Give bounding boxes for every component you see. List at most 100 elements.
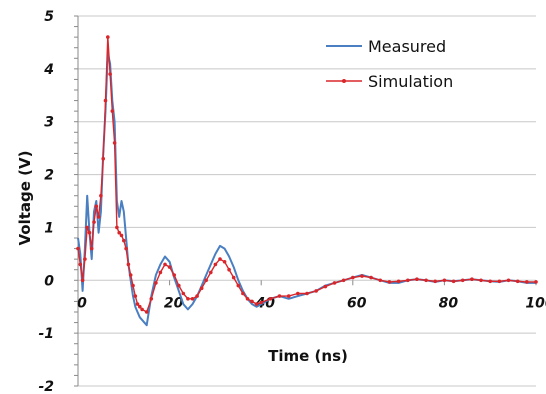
y-tick-label: 3 [44, 115, 54, 131]
data-point-simulation [167, 265, 172, 269]
data-point-simulation [213, 262, 218, 267]
data-point-simulation [177, 283, 181, 288]
data-point-simulation [80, 278, 85, 283]
data-point-simulation [218, 257, 222, 261]
y-tick-label: 1 [44, 220, 54, 236]
data-point-simulation [314, 289, 319, 293]
data-point-simulation [101, 156, 105, 161]
data-point-simulation [360, 274, 364, 278]
data-point-simulation [433, 279, 438, 284]
data-point-simulation [158, 270, 163, 275]
legend: Measured Simulation [326, 37, 453, 91]
data-point-simulation [133, 294, 138, 298]
data-point-simulation [525, 280, 529, 284]
data-point-simulation [236, 283, 241, 288]
data-point-simulation [209, 270, 213, 275]
data-point-simulation [488, 279, 493, 284]
x-tick-label: 0 [77, 295, 87, 311]
data-point-simulation [126, 262, 131, 267]
data-point-simulation [250, 299, 254, 304]
data-point-simulation [231, 275, 236, 280]
data-point-simulation [222, 260, 227, 264]
data-point-simulation [245, 297, 250, 301]
data-point-simulation [172, 273, 176, 277]
data-point-simulation [424, 278, 428, 283]
data-point-simulation [451, 279, 456, 284]
data-point-simulation [76, 246, 80, 251]
data-point-simulation [115, 225, 119, 230]
data-point-simulation [323, 284, 328, 289]
y-tick-label: 0 [44, 273, 54, 289]
data-point-simulation [94, 204, 99, 209]
data-point-simulation [277, 294, 282, 298]
legend-label-measured: Measured [368, 37, 446, 56]
data-point-simulation [85, 225, 89, 230]
data-point-simulation [135, 302, 140, 306]
data-point-simulation [186, 297, 190, 301]
data-point-simulation [259, 300, 264, 305]
x-tick-label: 20 [164, 295, 184, 311]
data-point-simulation [112, 141, 117, 145]
data-point-simulation [415, 277, 419, 282]
x-axis-title: Time (ns) [268, 347, 348, 365]
data-point-simulation [154, 281, 158, 285]
data-point-simulation [181, 291, 186, 296]
data-point-simulation [332, 281, 337, 285]
data-point-simulation [83, 257, 87, 261]
data-point-simulation [305, 291, 309, 296]
legend-label-simulation: Simulation [368, 72, 453, 91]
data-point-simulation [506, 278, 511, 283]
data-point-simulation [241, 291, 245, 296]
data-point-simulation [470, 277, 474, 282]
data-point-simulation [99, 193, 103, 198]
data-point-simulation [119, 233, 124, 238]
data-point-simulation [227, 267, 231, 272]
data-point-simulation [378, 278, 383, 283]
y-tick-label: -2 [38, 379, 54, 394]
data-point-simulation [341, 278, 346, 283]
data-point-simulation [296, 291, 300, 296]
y-axis-title: Voltage (V) [16, 151, 34, 246]
data-point-simulation [140, 307, 144, 312]
data-point-simulation [369, 275, 373, 280]
data-point-simulation [106, 35, 110, 39]
data-point-simulation [195, 294, 199, 298]
data-point-simulation [92, 220, 96, 224]
data-point-simulation [387, 280, 392, 284]
data-point-simulation [497, 279, 502, 284]
data-point-simulation [149, 297, 154, 301]
data-point-simulation [117, 230, 121, 235]
data-point-simulation [534, 280, 538, 284]
data-point-simulation [78, 262, 83, 267]
y-tick-label: 5 [44, 9, 54, 25]
data-point-simulation [479, 278, 483, 283]
y-tick-label: -1 [38, 326, 54, 342]
data-point-simulation [163, 262, 167, 267]
data-point-simulation [268, 297, 273, 301]
data-point-simulation [110, 109, 115, 113]
data-point-simulation [406, 278, 410, 283]
y-tick-label: 4 [43, 62, 54, 78]
data-point-simulation [515, 279, 520, 284]
y-axis: 5 4 3 2 1 0 -1 -2 [38, 9, 79, 394]
data-point-simulation [199, 286, 204, 291]
y-tick-label: 2 [44, 168, 54, 184]
data-point-simulation [131, 283, 135, 288]
data-point-simulation [89, 246, 94, 251]
data-point-simulation [103, 98, 108, 103]
x-tick-label: 100 [525, 295, 546, 311]
data-point-simulation [122, 238, 126, 243]
data-point-simulation [442, 278, 447, 283]
data-point-simulation [254, 302, 259, 306]
data-point-simulation [144, 310, 149, 314]
data-point-simulation [87, 230, 92, 235]
series-layer [76, 35, 538, 327]
data-point-simulation [96, 215, 101, 219]
data-point-simulation [204, 278, 208, 283]
data-point-simulation [396, 279, 401, 284]
data-point-simulation [124, 246, 128, 251]
data-point-simulation [128, 273, 133, 277]
data-point-simulation [351, 275, 355, 280]
